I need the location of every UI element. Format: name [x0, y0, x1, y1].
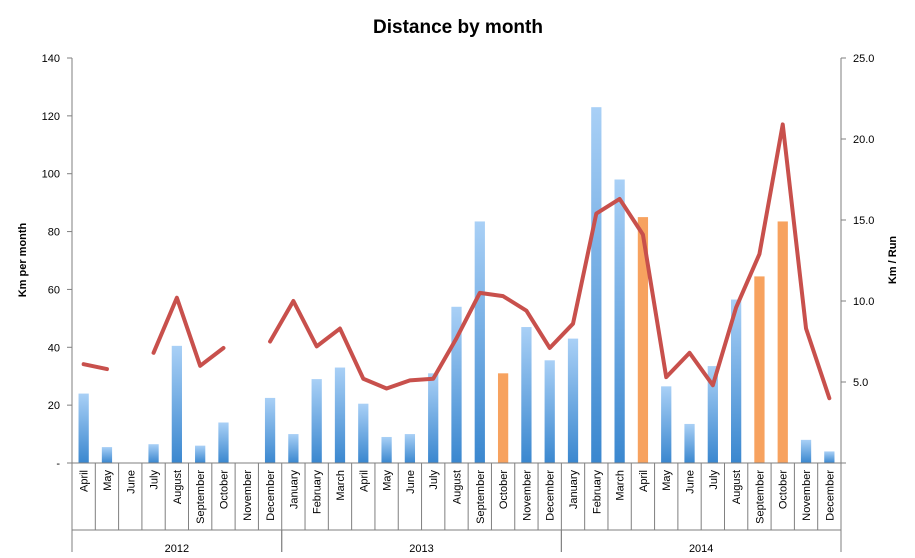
y2-axis-label: Km / Run: [887, 236, 899, 285]
bar: [451, 306, 462, 463]
bar: [218, 422, 229, 463]
left-tick-label: 120: [42, 111, 60, 123]
y-axis-label: Km per month: [17, 222, 29, 297]
category-label: November: [242, 470, 254, 521]
bar: [800, 439, 812, 463]
category-label: May: [382, 470, 394, 491]
right-tick-label: 10.0: [853, 296, 874, 308]
bar-highlighted: [777, 221, 788, 463]
category-label: January: [288, 470, 300, 510]
category-label: January: [568, 470, 580, 510]
category-label: August: [452, 470, 464, 504]
bar: [288, 434, 299, 463]
left-axis-ticks: - 20 40 60 80 100 120 140: [42, 53, 72, 470]
category-label: September: [754, 470, 766, 524]
bar: [78, 393, 89, 463]
category-label: September: [475, 470, 487, 524]
bar: [707, 366, 718, 463]
left-tick-label: 140: [42, 53, 60, 65]
bar: [195, 445, 206, 463]
left-tick-label: 40: [48, 342, 60, 354]
km-per-run-line: [151, 295, 226, 368]
km-per-run-line: [81, 362, 109, 372]
bar-highlighted: [497, 373, 509, 463]
bar: [661, 386, 672, 463]
bar: [614, 179, 625, 463]
category-label: October: [218, 470, 230, 509]
category-label: May: [661, 470, 673, 491]
category-label: June: [405, 470, 417, 494]
bar: [428, 373, 439, 463]
bar: [474, 221, 485, 463]
category-label: June: [125, 470, 137, 494]
category-label: November: [521, 470, 533, 521]
category-label: February: [591, 470, 603, 515]
left-tick-label: 60: [48, 284, 60, 296]
bar: [334, 367, 346, 463]
left-tick-label: -: [56, 458, 60, 470]
bar: [148, 444, 159, 463]
x-axis-years: 2012 2013 2014: [71, 530, 842, 555]
bar: [358, 403, 369, 463]
right-axis-ticks: 5.0 10.0 15.0 20.0 25.0: [841, 53, 874, 464]
category-label: March: [615, 470, 627, 501]
x-axis-categories: April May June July August September October No…: [71, 463, 842, 530]
category-label: December: [824, 470, 836, 521]
bar: [101, 447, 113, 463]
right-tick-label: 25.0: [853, 53, 874, 65]
category-label: December: [545, 470, 557, 521]
bar: [544, 360, 555, 463]
bar: [684, 423, 695, 463]
year-label: 2014: [689, 543, 713, 555]
category-label: April: [638, 470, 650, 492]
bar: [567, 338, 579, 463]
category-label: September: [195, 470, 207, 524]
bar-series: [78, 107, 835, 463]
bar: [591, 107, 602, 463]
category-label: August: [731, 470, 743, 504]
left-tick-label: 80: [48, 227, 60, 239]
bar-highlighted: [637, 217, 649, 463]
right-tick-label: 20.0: [853, 134, 874, 146]
bar: [171, 345, 182, 463]
bar-highlighted: [754, 276, 765, 463]
category-label: October: [498, 470, 510, 509]
right-tick-label: 15.0: [853, 215, 874, 227]
category-label: June: [685, 470, 697, 494]
left-tick-label: 20: [48, 400, 60, 412]
chart-title: Distance by month: [373, 17, 543, 38]
category-label: July: [708, 470, 720, 490]
km-per-run-line: [268, 122, 832, 401]
category-label: May: [102, 470, 114, 491]
category-label: March: [335, 470, 347, 501]
category-label: April: [358, 470, 370, 492]
category-label: July: [428, 470, 440, 490]
category-label: August: [172, 470, 184, 504]
bar: [264, 397, 276, 463]
line-series: [81, 122, 832, 401]
bar: [311, 379, 322, 463]
category-label: July: [149, 470, 161, 490]
bar: [521, 327, 532, 463]
year-label: 2012: [165, 543, 189, 555]
bar: [404, 434, 416, 463]
right-tick-label: 5.0: [853, 377, 868, 389]
bar: [731, 299, 742, 463]
bar: [381, 436, 392, 463]
left-tick-label: 100: [42, 169, 60, 181]
category-label: October: [778, 470, 790, 509]
bar: [824, 451, 835, 463]
year-label: 2013: [409, 543, 433, 555]
category-label: April: [79, 470, 91, 492]
category-label: December: [265, 470, 277, 521]
category-label: February: [312, 470, 324, 515]
category-label: November: [801, 470, 813, 521]
